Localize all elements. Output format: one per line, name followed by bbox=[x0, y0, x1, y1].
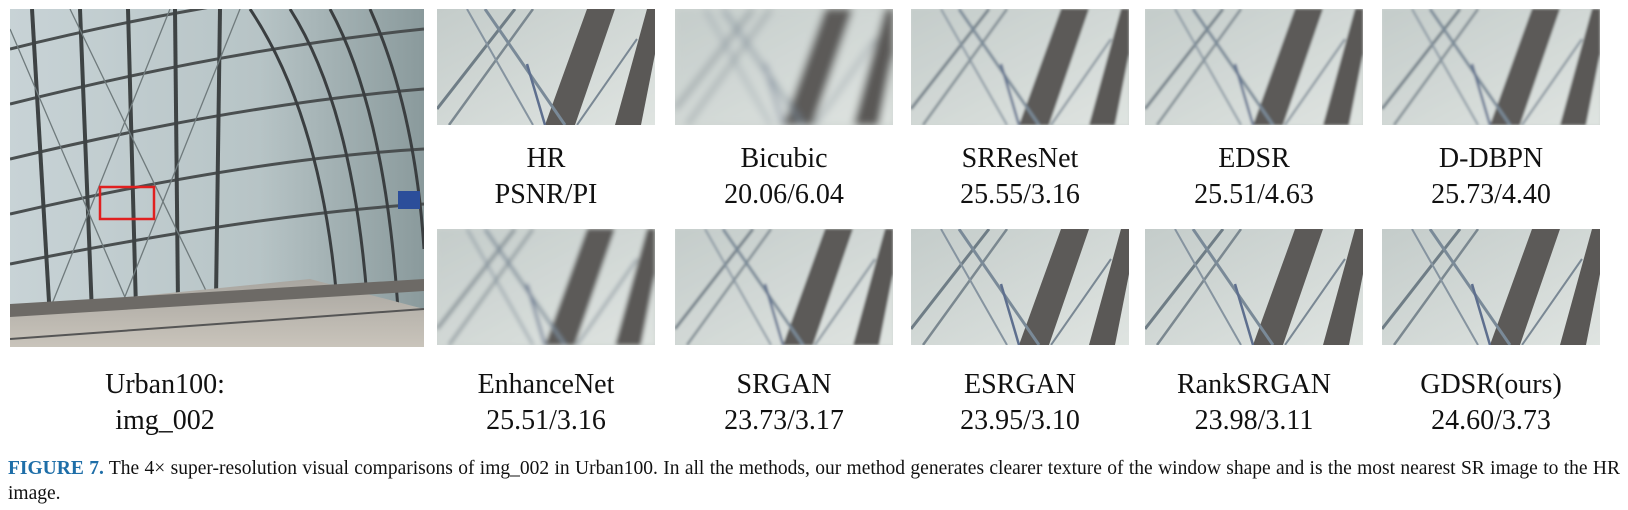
method-score: 25.55/3.16 bbox=[960, 179, 1080, 210]
source-image bbox=[10, 9, 424, 347]
caption-enhancenet: EnhanceNet 25.51/3.16 bbox=[426, 367, 666, 439]
method-score: 25.73/4.40 bbox=[1431, 179, 1551, 210]
crop-hr bbox=[437, 9, 655, 125]
crop-bicubic bbox=[675, 9, 893, 125]
crop-gdsr bbox=[1382, 229, 1600, 345]
crop-esrgan bbox=[911, 229, 1129, 345]
method-name: HR bbox=[526, 143, 566, 174]
method-name: ESRGAN bbox=[963, 369, 1076, 400]
figure-label: FIGURE 7. bbox=[8, 458, 104, 479]
source-caption: Urban100: img_002 bbox=[30, 367, 300, 439]
method-score: 25.51/4.63 bbox=[1194, 179, 1314, 210]
dataset-name: Urban100: bbox=[105, 369, 225, 400]
caption-srresnet: SRResNet 25.55/3.16 bbox=[900, 141, 1140, 213]
method-score: 24.60/3.73 bbox=[1431, 405, 1551, 436]
caption-srgan: SRGAN 23.73/3.17 bbox=[664, 367, 904, 439]
caption-hr: HR PSNR/PI bbox=[426, 141, 666, 213]
method-name: EnhanceNet bbox=[477, 369, 615, 400]
crop-ranksrgan bbox=[1145, 229, 1363, 345]
method-score: 23.95/3.10 bbox=[960, 405, 1080, 436]
figure-caption-text: The 4× super-resolution visual compariso… bbox=[8, 458, 1620, 504]
method-name: EDSR bbox=[1218, 143, 1290, 174]
method-name: Bicubic bbox=[740, 143, 828, 174]
caption-esrgan: ESRGAN 23.95/3.10 bbox=[900, 367, 1140, 439]
crop-edsr bbox=[1145, 9, 1363, 125]
figure-caption: FIGURE 7. The 4× super-resolution visual… bbox=[8, 456, 1620, 506]
crop-enhancenet bbox=[437, 229, 655, 345]
crop-srresnet bbox=[911, 9, 1129, 125]
method-score: PSNR/PI bbox=[494, 179, 598, 210]
method-name: SRGAN bbox=[736, 369, 832, 400]
caption-ranksrgan: RankSRGAN 23.98/3.11 bbox=[1134, 367, 1374, 439]
method-score: 20.06/6.04 bbox=[724, 179, 844, 210]
caption-gdsr: GDSR(ours) 24.60/3.73 bbox=[1371, 367, 1611, 439]
method-name: RankSRGAN bbox=[1176, 369, 1331, 400]
caption-edsr: EDSR 25.51/4.63 bbox=[1134, 141, 1374, 213]
caption-bicubic: Bicubic 20.06/6.04 bbox=[664, 141, 904, 213]
method-name: D-DBPN bbox=[1438, 143, 1544, 174]
method-score: 23.98/3.11 bbox=[1194, 405, 1314, 436]
crop-srgan bbox=[675, 229, 893, 345]
crop-d-dbpn bbox=[1382, 9, 1600, 125]
method-name: GDSR(ours) bbox=[1420, 369, 1562, 400]
caption-d-dbpn: D-DBPN 25.73/4.40 bbox=[1371, 141, 1611, 213]
method-score: 23.73/3.17 bbox=[724, 405, 844, 436]
image-name: img_002 bbox=[115, 405, 215, 436]
method-name: SRResNet bbox=[961, 143, 1079, 174]
crop-highlight-box bbox=[98, 185, 156, 221]
method-score: 25.51/3.16 bbox=[486, 405, 606, 436]
